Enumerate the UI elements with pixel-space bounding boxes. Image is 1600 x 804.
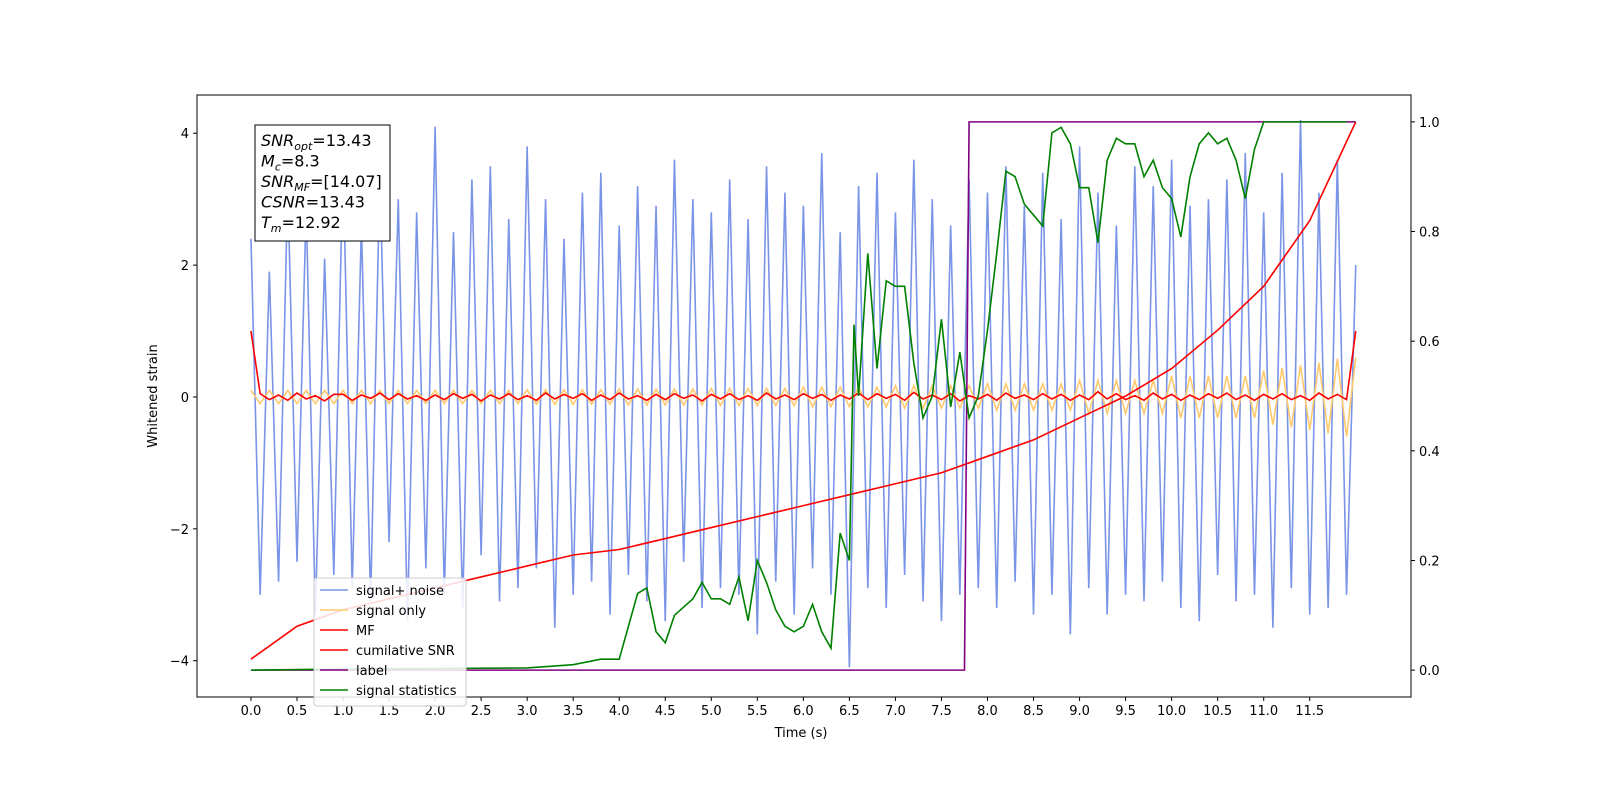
annotation-name: M (261, 152, 275, 171)
legend-label: label (356, 664, 387, 679)
series-line (250, 120, 1357, 668)
y-tick-label: −2 (170, 523, 189, 538)
x-tick-label: 3.5 (563, 704, 584, 719)
annotation: SNRopt=13.43 (261, 131, 372, 153)
x-tick-label: 4.5 (655, 704, 676, 719)
y2-tick-label: 0.0 (1419, 664, 1440, 679)
annotation-sub: opt (294, 140, 313, 153)
legend-box (313, 577, 467, 707)
x-tick-label: 6.0 (793, 704, 814, 719)
x-tick-label: 10.0 (1157, 704, 1186, 719)
x-tick-label: 1.0 (333, 704, 354, 719)
x-tick-label: 4.0 (609, 704, 630, 719)
legend-label: MF (356, 624, 375, 639)
y-tick-label: −4 (170, 655, 189, 670)
x-tick-label: 8.5 (1023, 704, 1044, 719)
x-tick-label: 10.5 (1203, 704, 1232, 719)
annotation-box (254, 124, 391, 242)
y2-tick-label: 1.0 (1419, 116, 1440, 131)
y2-tick-label: 0.6 (1419, 335, 1440, 350)
annotation-sub: m (271, 222, 282, 235)
annotation: Tm=12.92 (261, 213, 341, 235)
x-tick-label: 5.5 (747, 704, 768, 719)
plot-frame (196, 94, 1412, 698)
annotation-name: SNR (261, 172, 294, 191)
annotation-sub: MF (294, 181, 310, 194)
annotation-name: T (261, 213, 272, 232)
x-tick-label: 11.5 (1295, 704, 1324, 719)
x-tick-label: 0.0 (241, 704, 262, 719)
x-tick-label: 2.5 (471, 704, 492, 719)
y-tick-label: 2 (181, 259, 189, 274)
annotation-sub: c (275, 161, 281, 174)
x-tick-label: 0.5 (287, 704, 308, 719)
x-axis-label: Time (s) (774, 726, 828, 741)
legend-label: signal+ noise (356, 584, 444, 599)
annotation-value: =[14.07] (310, 172, 382, 191)
annotation: CSNR=13.43 (261, 193, 365, 212)
x-tick-label: 8.0 (977, 704, 998, 719)
x-tick-label: 9.0 (1069, 704, 1090, 719)
x-tick-label: 5.0 (701, 704, 722, 719)
annotation-value: =13.43 (306, 193, 365, 212)
series-line (250, 121, 1347, 671)
series-line (250, 357, 1357, 437)
x-tick-label: 7.0 (885, 704, 906, 719)
series-line (250, 330, 1357, 402)
legend-label: signal only (356, 604, 426, 619)
y-tick-label: 4 (181, 127, 189, 142)
y2-tick-label: 0.2 (1419, 554, 1440, 569)
x-tick-label: 3.0 (517, 704, 538, 719)
x-tick-label: 2.0 (425, 704, 446, 719)
annotation: SNRMF=[14.07] (261, 172, 382, 194)
x-tick-label: 7.5 (931, 704, 952, 719)
x-tick-label: 11.0 (1249, 704, 1278, 719)
y2-tick-label: 0.8 (1419, 226, 1440, 241)
y-axis-label: Whitened strain (146, 344, 161, 447)
legend-label: signal statistics (356, 684, 457, 699)
legend-label: cumilative SNR (356, 644, 455, 659)
annotation-name: CSNR (261, 193, 306, 212)
annotation-value: =13.43 (312, 131, 371, 150)
y-tick-label: 0 (181, 391, 189, 406)
x-tick-label: 1.5 (379, 704, 400, 719)
y2-tick-label: 0.4 (1419, 445, 1440, 460)
annotation-name: SNR (261, 131, 294, 150)
annotation-value: =8.3 (281, 152, 320, 171)
annotation-value: =12.92 (282, 213, 341, 232)
x-tick-label: 6.5 (839, 704, 860, 719)
annotation: Mc=8.3 (261, 152, 320, 174)
x-tick-label: 9.5 (1115, 704, 1136, 719)
